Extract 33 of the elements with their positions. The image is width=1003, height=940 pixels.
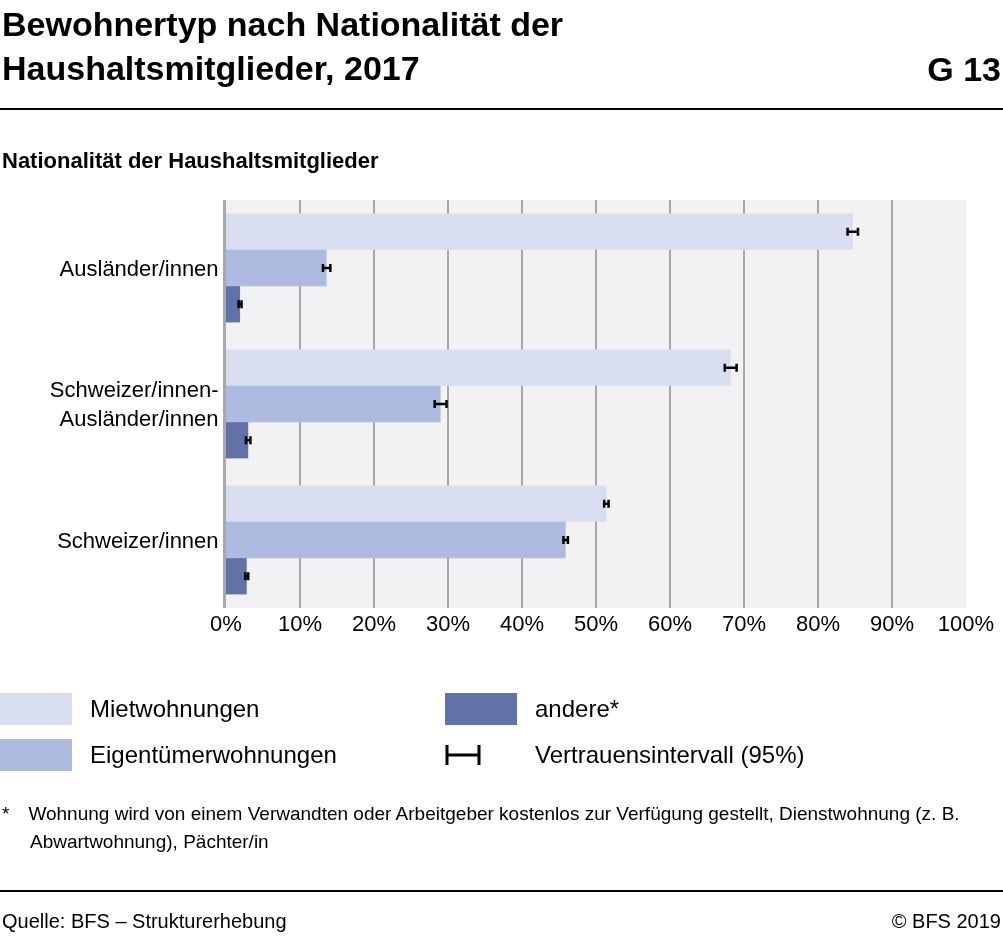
y-axis-title: Nationalität der Haushaltsmitglieder bbox=[2, 148, 379, 174]
x-tick-label: 20% bbox=[351, 611, 397, 636]
x-tick-label: 70% bbox=[721, 611, 767, 636]
bar bbox=[226, 286, 241, 323]
x-tick-label: 90% bbox=[869, 611, 915, 636]
x-tick-label: 50% bbox=[573, 611, 619, 636]
y-tick-label: Schweizer/innen bbox=[57, 527, 219, 553]
x-tick-label: 100% bbox=[937, 611, 995, 636]
text: Vertrauensintervall (95%) bbox=[535, 741, 805, 769]
y-tick-label: Ausländer/innen bbox=[59, 255, 219, 281]
bar bbox=[226, 422, 249, 459]
x-tick-label: 80% bbox=[795, 611, 841, 636]
x-tick-label: 40% bbox=[499, 611, 545, 636]
bar bbox=[226, 213, 853, 250]
x-tick-label: 0% bbox=[210, 611, 242, 636]
y-tick-label: Schweizer/innen-Ausländer/innen bbox=[49, 377, 219, 431]
bar bbox=[226, 485, 607, 522]
text: © BFS 2019 bbox=[891, 910, 1001, 933]
bar bbox=[226, 558, 247, 595]
x-tick-label: 10% bbox=[277, 611, 323, 636]
text: * Wohnung wird von einem Verwandten oder Arbeitgeber kostenlos zur Verfügung gestellt, Dienstwohnung (z. B. Abwartwohnung), Pächter/in bbox=[2, 802, 961, 854]
bar bbox=[226, 521, 566, 559]
x-tick-label: 30% bbox=[425, 611, 471, 636]
bar bbox=[226, 385, 441, 423]
chart-title: Bewohnertyp nach Nationalität der Haushaltsmitglieder, 2017 bbox=[2, 4, 565, 89]
legend-label: Mietwohnungen bbox=[90, 695, 260, 723]
legend-label: Eigentümerwohnungen bbox=[90, 741, 337, 769]
bar bbox=[226, 349, 731, 386]
source-note: Quelle: BFS – Strukturerhebung bbox=[2, 910, 287, 933]
legend-label: andere* bbox=[535, 695, 620, 723]
x-tick-label: 60% bbox=[647, 611, 693, 636]
bar bbox=[226, 249, 327, 287]
text: G 13 bbox=[927, 50, 1001, 89]
